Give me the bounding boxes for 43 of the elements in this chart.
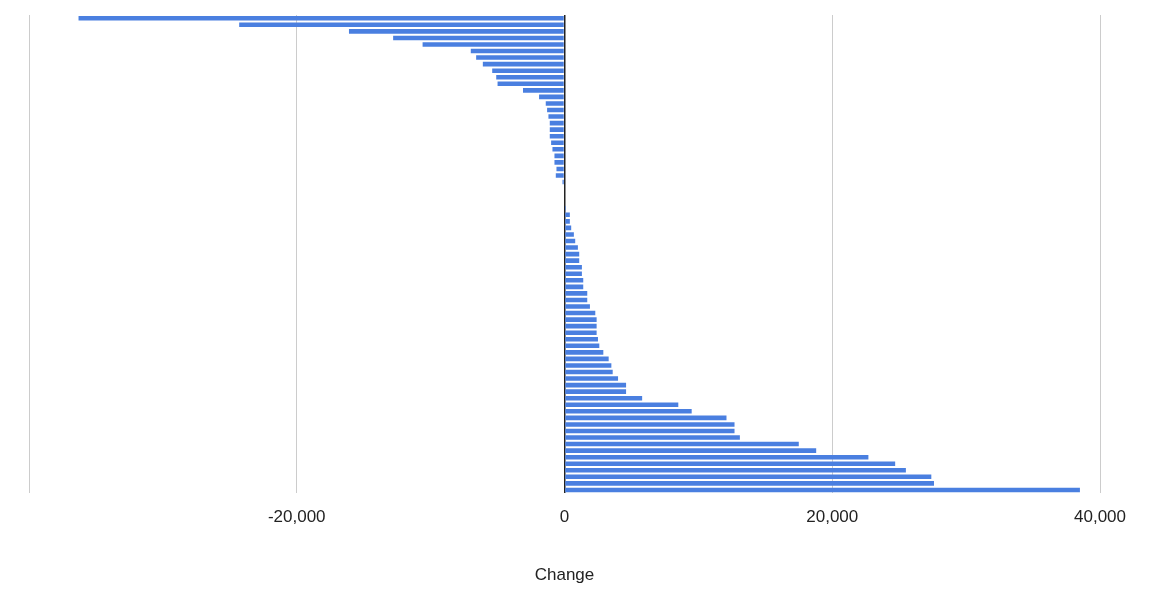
bar xyxy=(492,68,564,73)
bar xyxy=(565,448,817,453)
bar xyxy=(523,88,564,93)
bar xyxy=(565,467,906,473)
bar xyxy=(565,212,570,218)
bar xyxy=(565,330,597,335)
bar xyxy=(78,15,564,21)
bar xyxy=(565,317,597,322)
bar xyxy=(565,481,934,486)
bar xyxy=(476,55,564,60)
bar xyxy=(555,173,564,178)
bar xyxy=(565,409,692,414)
bar xyxy=(551,140,564,146)
bar xyxy=(565,219,570,224)
x-tick-label: -20,000 xyxy=(267,507,326,527)
bar xyxy=(565,363,612,368)
bar xyxy=(545,101,564,106)
bar xyxy=(548,114,564,119)
bar xyxy=(565,258,580,263)
bar xyxy=(565,304,590,309)
bar xyxy=(549,127,564,132)
bar xyxy=(565,232,574,237)
bar xyxy=(565,350,604,355)
bar xyxy=(565,336,598,342)
bar xyxy=(554,153,564,159)
bar xyxy=(565,461,896,467)
x-tick-label: 40,000 xyxy=(1074,507,1126,527)
x-axis-title: Change xyxy=(534,565,595,585)
bar xyxy=(422,42,564,47)
bar xyxy=(565,278,584,283)
bar xyxy=(565,271,582,277)
bar xyxy=(565,291,588,296)
bar xyxy=(565,435,740,440)
x-tick-label: 20,000 xyxy=(806,507,859,527)
bar xyxy=(556,166,564,172)
bar xyxy=(552,147,564,152)
bar xyxy=(565,376,619,381)
x-tick-label: 0 xyxy=(559,507,570,527)
bar xyxy=(565,389,627,394)
bar xyxy=(565,245,578,250)
bar xyxy=(348,29,564,34)
bar xyxy=(554,160,564,165)
bar xyxy=(565,422,735,427)
